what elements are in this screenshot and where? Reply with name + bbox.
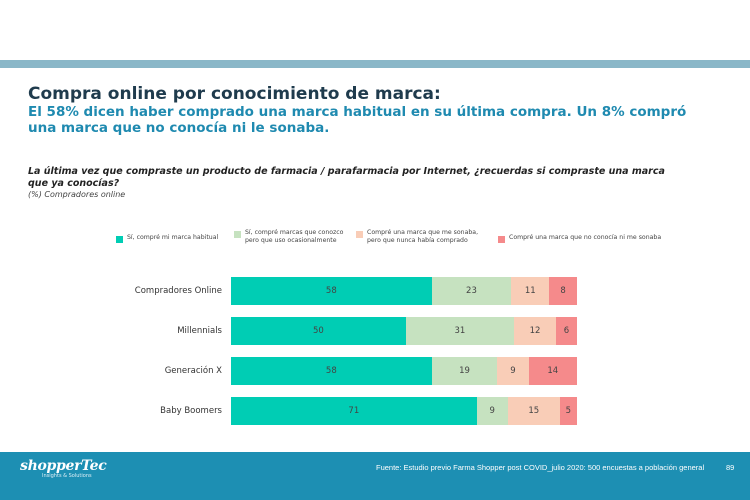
bar-segment: 31	[405, 317, 515, 345]
legend-item: Compré una marca que me sonaba, pero que…	[356, 229, 488, 245]
legend-item: Compré una marca que no conocía ni me so…	[498, 234, 668, 243]
data-label: 8	[560, 286, 566, 296]
legend-label: Sí, compré mi marca habitual	[127, 234, 219, 241]
legend-swatch	[356, 231, 363, 238]
data-label: 23	[466, 286, 477, 296]
slide-title: Compra online por conocimiento de marca:	[28, 84, 441, 104]
bar-row: 71 9 15 5	[231, 397, 577, 425]
data-label: 5	[565, 406, 572, 416]
data-label: 15	[528, 406, 540, 416]
legend-swatch	[234, 231, 241, 238]
legend-item: Sí, compré marcas que conozco pero que u…	[234, 229, 350, 245]
bar-segment: 9	[476, 397, 508, 425]
data-label: 14	[547, 366, 559, 376]
bar-segment: 14	[528, 357, 577, 385]
data-label: 58	[325, 366, 337, 376]
legend-swatch	[498, 236, 505, 243]
bar-segment: 71	[231, 397, 477, 425]
category-label: Compradores Online	[134, 286, 222, 296]
category-label: Baby Boomers	[160, 406, 222, 416]
bar-segment: 6	[556, 317, 577, 345]
logo-tagline: Insights & Solutions	[42, 473, 92, 479]
bar-segment: 23	[431, 277, 512, 305]
page-number: 89	[726, 463, 735, 472]
top-accent-band	[0, 60, 750, 68]
legend-item: Sí, compré mi marca habitual	[116, 234, 228, 243]
bar-row: 58 19 9 14	[231, 357, 577, 385]
bar-segment: 5	[559, 397, 577, 425]
survey-question: La última vez que compraste un producto …	[28, 166, 665, 189]
category-label: Generación X	[164, 366, 222, 376]
legend-swatch	[116, 236, 123, 243]
data-label: 9	[510, 366, 516, 376]
data-label: 19	[459, 366, 470, 376]
data-label: 58	[325, 286, 337, 296]
data-label: 12	[529, 326, 541, 336]
bar-segment: 58	[231, 277, 432, 305]
bar-segment: 8	[549, 277, 577, 305]
bar-segment: 11	[511, 277, 550, 305]
stacked-bar-chart: Compradores Online 58 23 11 8 Millennials 50 31…	[0, 270, 750, 430]
source-note: Fuente: Estudio previo Farma Shopper pos…	[376, 463, 705, 472]
bar-segment: 19	[431, 357, 498, 385]
legend-label: Compré una marca que no conocía ni me so…	[509, 234, 662, 241]
footer-bar: shopperTec Insights & Solutions Fuente: …	[0, 452, 750, 500]
slide-subtitle: El 58% dicen haber comprado una marca ha…	[28, 104, 687, 136]
bar-row: 50 31 12 6	[231, 317, 577, 345]
category-label: Millennials	[177, 326, 222, 336]
legend-label: Compré una marca que me sonaba, pero que…	[367, 229, 479, 244]
bar-segment: 12	[514, 317, 556, 345]
bar-segment: 9	[497, 357, 529, 385]
data-label: 9	[489, 406, 495, 416]
chart-legend: Sí, compré mi marca habitual Sí, compré m…	[116, 229, 676, 259]
data-label: 31	[454, 326, 466, 336]
legend-label: Sí, compré marcas que conozco pero que u…	[245, 229, 344, 244]
bar-segment: 58	[231, 357, 432, 385]
logo-wordmark: shopperTec	[20, 458, 107, 474]
bar-segment: 50	[231, 317, 406, 345]
data-label: 71	[348, 406, 360, 416]
bar-segment: 15	[507, 397, 560, 425]
data-label: 11	[524, 286, 536, 296]
survey-base: (%) Compradores online	[28, 190, 126, 199]
brand-logo: shopperTec Insights & Solutions	[20, 458, 107, 479]
bar-row: 58 23 11 8	[231, 277, 577, 305]
data-label: 6	[563, 326, 570, 336]
data-label: 50	[312, 326, 324, 336]
